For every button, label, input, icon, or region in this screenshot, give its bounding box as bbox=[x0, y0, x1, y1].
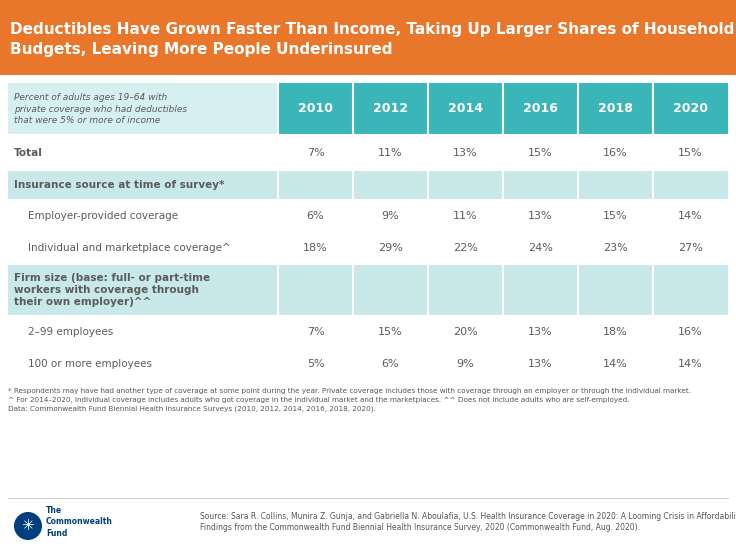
Text: Individual and marketplace coverage^: Individual and marketplace coverage^ bbox=[28, 243, 231, 253]
Text: Employer-provided coverage: Employer-provided coverage bbox=[28, 211, 178, 221]
Text: * Respondents may have had another type of coverage at some point during the yea: * Respondents may have had another type … bbox=[8, 388, 691, 394]
Text: 9%: 9% bbox=[382, 211, 400, 221]
Bar bbox=[653, 83, 728, 135]
Text: 2016: 2016 bbox=[523, 103, 558, 115]
Text: ✳: ✳ bbox=[21, 518, 35, 533]
Bar bbox=[8, 135, 728, 170]
Text: 15%: 15% bbox=[678, 147, 703, 157]
Text: 2010: 2010 bbox=[298, 103, 333, 115]
Text: Firm size (base: full- or part-time
workers with coverage through
their own empl: Firm size (base: full- or part-time work… bbox=[14, 273, 210, 307]
Text: 100 or more employees: 100 or more employees bbox=[28, 359, 152, 369]
Text: 14%: 14% bbox=[678, 359, 703, 369]
Text: 11%: 11% bbox=[378, 147, 403, 157]
Bar bbox=[8, 264, 728, 316]
Text: 15%: 15% bbox=[378, 327, 403, 337]
Bar bbox=[578, 83, 653, 135]
Bar bbox=[428, 83, 503, 135]
Bar bbox=[8, 170, 728, 200]
Bar bbox=[503, 83, 578, 135]
Text: 2012: 2012 bbox=[373, 103, 408, 115]
Text: 7%: 7% bbox=[307, 147, 325, 157]
Text: ^ For 2014–2020, individual coverage includes adults who got coverage in the ind: ^ For 2014–2020, individual coverage inc… bbox=[8, 397, 629, 403]
Text: 6%: 6% bbox=[382, 359, 400, 369]
Text: 29%: 29% bbox=[378, 243, 403, 253]
Text: 27%: 27% bbox=[678, 243, 703, 253]
Text: 14%: 14% bbox=[678, 211, 703, 221]
Text: 2018: 2018 bbox=[598, 103, 633, 115]
Bar bbox=[8, 316, 728, 348]
Bar bbox=[8, 232, 728, 264]
Bar bbox=[8, 200, 728, 232]
Bar bbox=[0, 0, 736, 75]
Text: 13%: 13% bbox=[528, 327, 553, 337]
Text: Deductibles Have Grown Faster Than Income, Taking Up Larger Shares of Household: Deductibles Have Grown Faster Than Incom… bbox=[10, 22, 735, 37]
Text: 5%: 5% bbox=[307, 359, 325, 369]
Text: Budgets, Leaving More People Underinsured: Budgets, Leaving More People Underinsure… bbox=[10, 42, 392, 57]
Text: Insurance source at time of survey*: Insurance source at time of survey* bbox=[14, 180, 224, 190]
Text: 18%: 18% bbox=[603, 327, 628, 337]
Text: 2014: 2014 bbox=[448, 103, 483, 115]
Text: 13%: 13% bbox=[453, 147, 478, 157]
Text: 15%: 15% bbox=[604, 211, 628, 221]
Bar bbox=[353, 83, 428, 135]
Text: 9%: 9% bbox=[456, 359, 475, 369]
Text: 24%: 24% bbox=[528, 243, 553, 253]
Text: 13%: 13% bbox=[528, 359, 553, 369]
Text: 16%: 16% bbox=[678, 327, 703, 337]
Text: The
Commonwealth
Fund: The Commonwealth Fund bbox=[46, 506, 113, 538]
Text: 15%: 15% bbox=[528, 147, 553, 157]
Text: 20%: 20% bbox=[453, 327, 478, 337]
Text: 7%: 7% bbox=[307, 327, 325, 337]
Bar bbox=[8, 348, 728, 380]
Text: 16%: 16% bbox=[604, 147, 628, 157]
Text: 2–99 employees: 2–99 employees bbox=[28, 327, 113, 337]
Text: 18%: 18% bbox=[303, 243, 328, 253]
Bar bbox=[8, 83, 278, 135]
Text: 14%: 14% bbox=[603, 359, 628, 369]
Text: 2020: 2020 bbox=[673, 103, 708, 115]
Text: 11%: 11% bbox=[453, 211, 478, 221]
Text: Data: Commonwealth Fund Biennial Health Insurance Surveys (2010, 2012, 2014, 201: Data: Commonwealth Fund Biennial Health … bbox=[8, 406, 376, 412]
Text: Percent of adults ages 19–64 with
private coverage who had deductibles
that were: Percent of adults ages 19–64 with privat… bbox=[14, 93, 187, 125]
Text: Total: Total bbox=[14, 147, 43, 157]
Text: 13%: 13% bbox=[528, 211, 553, 221]
Text: Source: Sara R. Collins, Munira Z. Gunja, and Gabriella N. Aboulafia, U.S. Healt: Source: Sara R. Collins, Munira Z. Gunja… bbox=[200, 512, 736, 532]
Bar bbox=[278, 83, 353, 135]
Circle shape bbox=[14, 512, 42, 540]
Text: 6%: 6% bbox=[307, 211, 325, 221]
Text: 23%: 23% bbox=[603, 243, 628, 253]
Text: 22%: 22% bbox=[453, 243, 478, 253]
